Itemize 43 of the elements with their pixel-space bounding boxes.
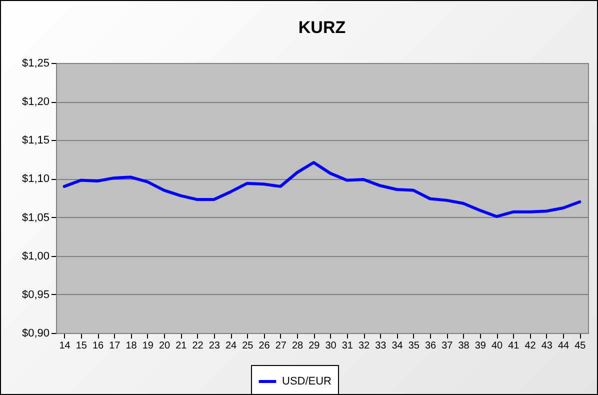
x-tick-label: 43 bbox=[541, 340, 553, 352]
x-tick-label: 45 bbox=[574, 340, 586, 352]
x-tick-label: 23 bbox=[208, 340, 220, 352]
y-tick-label: $1,25 bbox=[22, 58, 50, 70]
y-tick-label: $1,05 bbox=[22, 212, 50, 224]
x-tick-label: 34 bbox=[392, 340, 404, 352]
x-tick-label: 20 bbox=[159, 340, 171, 352]
x-tick-label: 30 bbox=[325, 340, 337, 352]
x-tick-label: 42 bbox=[524, 340, 536, 352]
x-tick-label: 28 bbox=[292, 340, 304, 352]
x-tick-label: 31 bbox=[342, 340, 354, 352]
x-tick-label: 21 bbox=[176, 340, 188, 352]
x-tick-label: 29 bbox=[308, 340, 320, 352]
x-tick-label: 35 bbox=[408, 340, 420, 352]
x-tick-label: 36 bbox=[425, 340, 437, 352]
y-tick-label: $1,15 bbox=[22, 134, 50, 147]
x-tick-label: 39 bbox=[474, 340, 486, 352]
x-tick-label: 33 bbox=[375, 340, 387, 352]
x-tick-label: 27 bbox=[275, 340, 287, 352]
y-tick-label: $1,20 bbox=[22, 96, 50, 108]
x-tick-label: 40 bbox=[492, 340, 504, 352]
x-tick-label: 32 bbox=[358, 340, 370, 352]
x-tick-label: 24 bbox=[226, 340, 238, 352]
y-tick-label: $1,00 bbox=[22, 250, 50, 262]
y-tick-label: $1,10 bbox=[22, 173, 50, 186]
x-tick-label: 15 bbox=[76, 340, 88, 352]
chart-title: KURZ bbox=[298, 18, 346, 37]
x-tick-label: 37 bbox=[442, 340, 454, 352]
x-tick-label: 41 bbox=[508, 340, 520, 352]
y-tick-label: $0,95 bbox=[22, 288, 50, 301]
y-tick-label: $0,90 bbox=[22, 328, 50, 340]
x-tick-label: 14 bbox=[59, 340, 71, 352]
x-tick-label: 18 bbox=[126, 340, 138, 352]
legend-label: USD/EUR bbox=[282, 376, 332, 388]
line-series bbox=[62, 161, 582, 218]
x-tick-label: 17 bbox=[109, 340, 121, 352]
x-tick-label: 19 bbox=[142, 340, 154, 352]
x-tick-label: 26 bbox=[258, 340, 270, 352]
x-tick-label: 22 bbox=[192, 340, 204, 352]
x-tick-label: 16 bbox=[92, 340, 104, 352]
x-tick-label: 44 bbox=[558, 340, 570, 352]
x-tick-label: 25 bbox=[242, 340, 254, 352]
x-tick-label: 38 bbox=[458, 340, 470, 352]
